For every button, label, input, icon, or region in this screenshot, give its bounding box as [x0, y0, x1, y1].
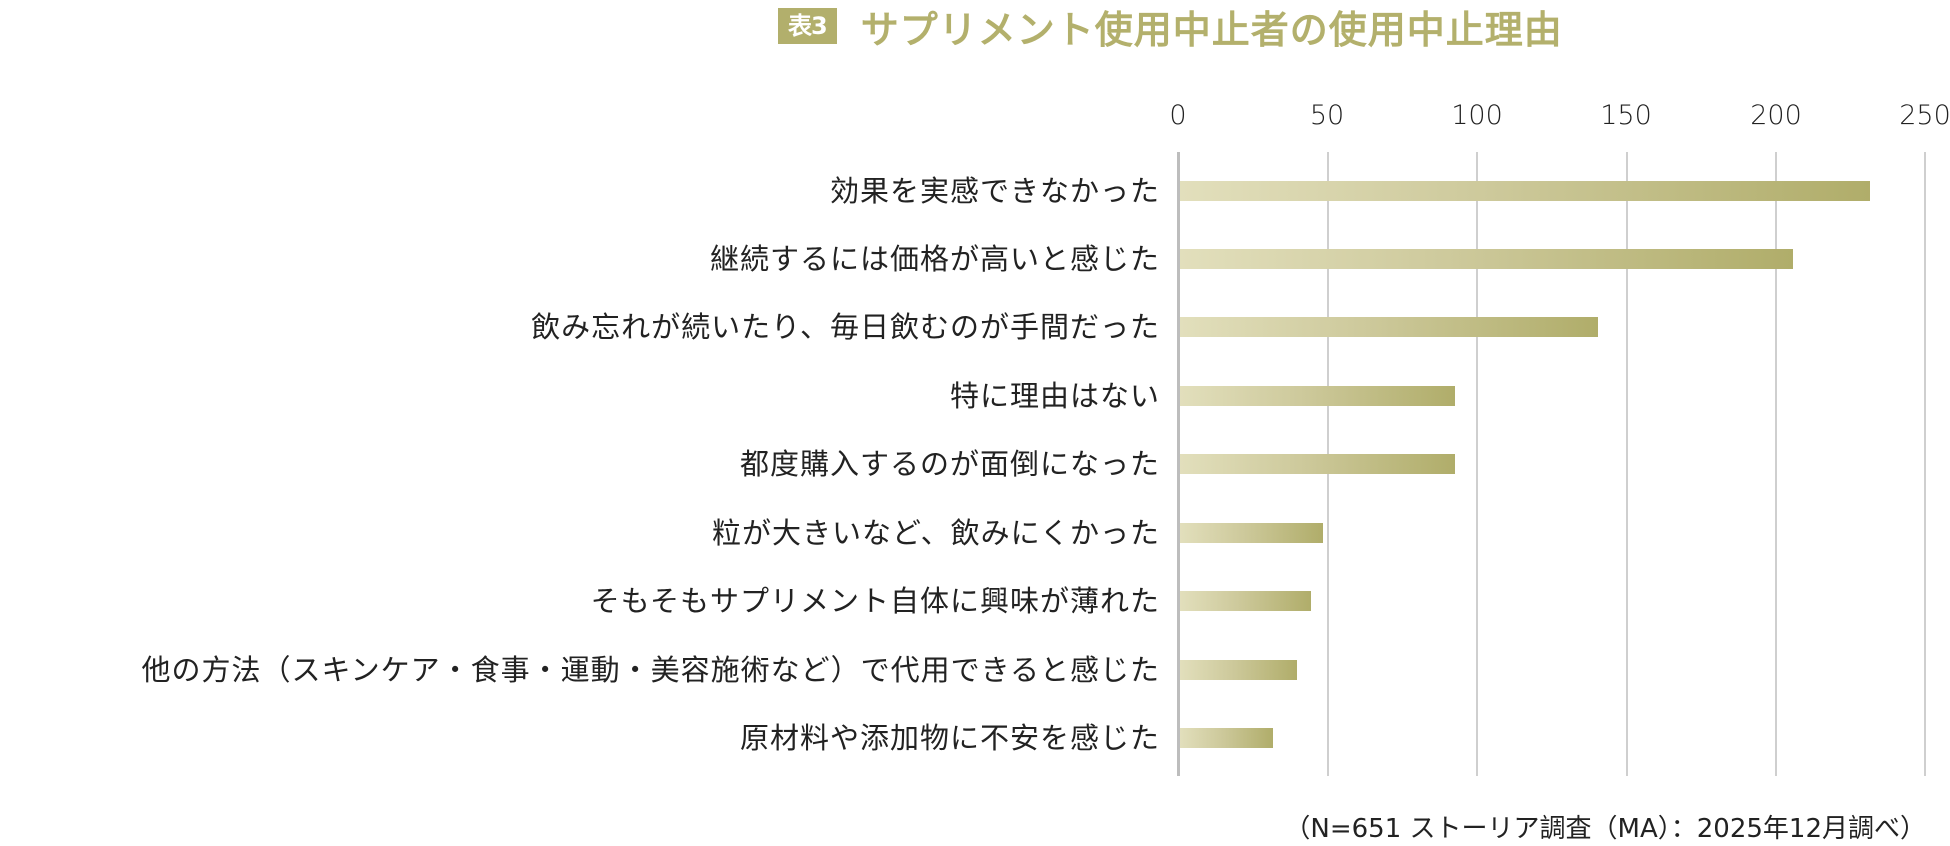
- bar: [1180, 386, 1455, 406]
- bar-row: 効果を実感できなかった: [0, 171, 1950, 211]
- gridline-100: [1476, 152, 1478, 776]
- bar: [1180, 454, 1455, 474]
- bar-row: そもそもサプリメント自体に興味が薄れた: [0, 581, 1950, 621]
- bar-row: 継続するには価格が高いと感じた: [0, 239, 1950, 279]
- source-footnote: （N=651 ストーリア調査（MA）：2025年12月調べ）: [1284, 814, 1926, 844]
- x-tick: 100: [1451, 100, 1503, 131]
- gridline-150: [1626, 152, 1628, 776]
- x-tick: 50: [1309, 100, 1345, 131]
- category-label: 特に理由はない: [949, 379, 1160, 413]
- gridline-0: [1177, 152, 1180, 776]
- gridline-250: [1924, 152, 1926, 776]
- table-number-badge: 表3: [778, 8, 837, 44]
- x-tick: 150: [1600, 100, 1652, 131]
- category-label: 効果を実感できなかった: [829, 174, 1160, 208]
- bar: [1180, 181, 1871, 201]
- bar-row: 原材料や添加物に不安を感じた: [0, 718, 1950, 758]
- bar-row: 他の方法（スキンケア・食事・運動・美容施術など）で代用できると感じた: [0, 650, 1950, 690]
- category-label: 粒が大きいなど、飲みにくかった: [712, 516, 1160, 550]
- bar: [1180, 660, 1297, 680]
- bar: [1180, 249, 1793, 269]
- bar-row: 飲み忘れが続いたり、毎日飲むのが手間だった: [0, 307, 1950, 347]
- x-tick: 200: [1750, 100, 1802, 131]
- category-label: 飲み忘れが続いたり、毎日飲むのが手間だった: [531, 310, 1160, 344]
- category-label: 原材料や添加物に不安を感じた: [739, 721, 1160, 755]
- bar: [1180, 591, 1312, 611]
- x-tick: 0: [1169, 100, 1187, 131]
- bar-row: 特に理由はない: [0, 376, 1950, 416]
- gridline-200: [1775, 152, 1777, 776]
- category-label: 他の方法（スキンケア・食事・運動・美容施術など）で代用できると感じた: [141, 653, 1160, 687]
- bar: [1180, 523, 1324, 543]
- category-label: そもそもサプリメント自体に興味が薄れた: [590, 584, 1160, 618]
- chart-title: サプリメント使用中止者の使用中止理由: [860, 7, 1563, 52]
- bar: [1180, 317, 1599, 337]
- x-tick: 250: [1899, 100, 1950, 131]
- category-label: 継続するには価格が高いと感じた: [709, 242, 1160, 276]
- bar-row: 粒が大きいなど、飲みにくかった: [0, 513, 1950, 553]
- chart-title-area: 表3 サプリメント使用中止者の使用中止理由: [778, 6, 1563, 52]
- bar: [1180, 728, 1273, 748]
- category-label: 都度購入するのが面倒になった: [739, 447, 1160, 481]
- bar-row: 都度購入するのが面倒になった: [0, 444, 1950, 484]
